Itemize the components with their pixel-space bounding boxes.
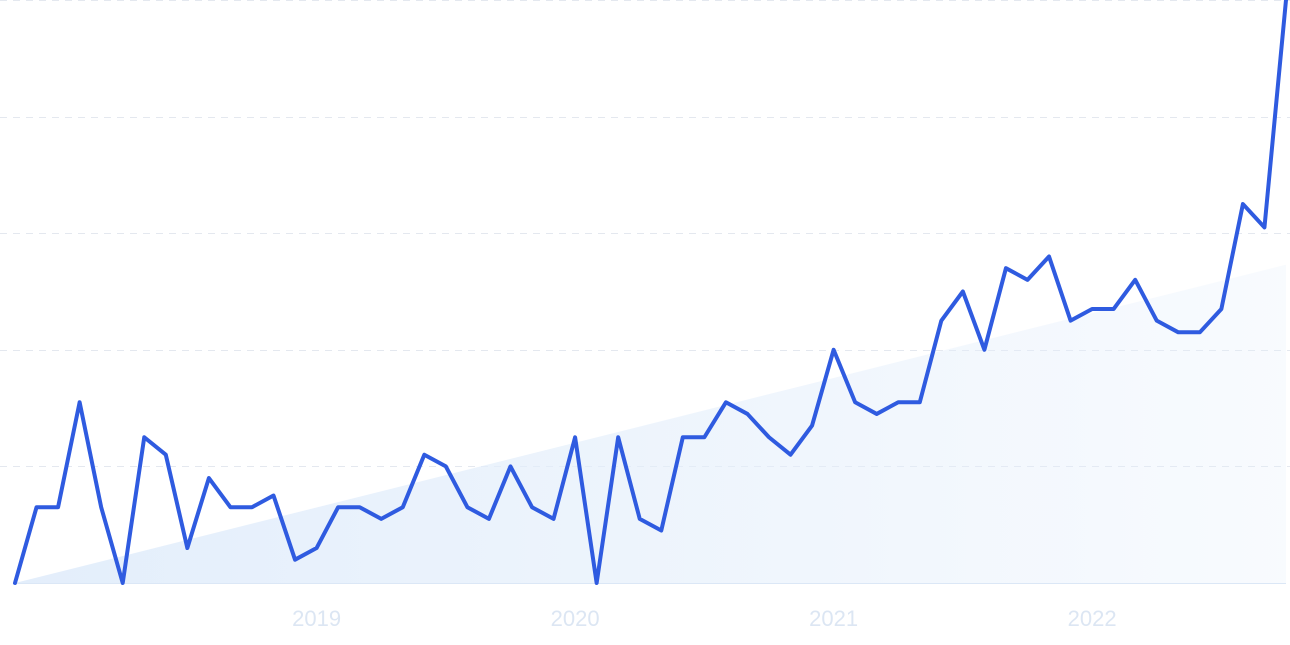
data-point: [121, 581, 125, 585]
x-tick-label-2019: 2019: [292, 606, 341, 631]
data-point: [164, 453, 168, 457]
data-point: [702, 435, 706, 439]
data-point: [1004, 266, 1008, 270]
x-tick-label-2022: 2022: [1068, 606, 1117, 631]
trend-area-layer: [15, 264, 1286, 583]
data-point: [832, 348, 836, 352]
data-point: [530, 505, 534, 509]
data-point: [789, 453, 793, 457]
data-point: [1047, 255, 1051, 259]
data-point: [272, 494, 276, 498]
data-point: [724, 400, 728, 404]
data-point: [1025, 278, 1029, 282]
data-point: [207, 476, 211, 480]
x-tick-label-2020: 2020: [551, 606, 600, 631]
data-point: [875, 412, 879, 416]
data-point: [422, 453, 426, 457]
data-point: [185, 546, 189, 550]
data-point: [767, 435, 771, 439]
data-point: [465, 505, 469, 509]
data-point: [745, 412, 749, 416]
data-point: [573, 435, 577, 439]
data-point: [1090, 307, 1094, 311]
data-point: [939, 319, 943, 323]
data-point: [1112, 307, 1116, 311]
data-point: [99, 505, 103, 509]
data-point: [228, 505, 232, 509]
grid-lines: [0, 0, 1290, 584]
data-point: [1176, 330, 1180, 334]
data-point: [250, 505, 254, 509]
data-point: [552, 517, 556, 521]
data-point: [379, 517, 383, 521]
data-point: [444, 464, 448, 468]
data-point: [810, 424, 814, 428]
data-point: [142, 435, 146, 439]
data-point: [918, 400, 922, 404]
data-point: [35, 505, 39, 509]
data-point: [961, 290, 965, 294]
data-point: [1241, 202, 1245, 206]
data-point: [401, 505, 405, 509]
data-point: [659, 529, 663, 533]
data-point: [595, 581, 599, 585]
data-point: [336, 505, 340, 509]
data-point: [358, 505, 362, 509]
data-point: [293, 558, 297, 562]
data-point: [616, 435, 620, 439]
data-point: [982, 348, 986, 352]
x-tick-label-2021: 2021: [809, 606, 858, 631]
data-point: [1155, 319, 1159, 323]
data-point: [13, 581, 17, 585]
data-point: [1069, 319, 1073, 323]
x-axis-labels: 20192020202120222023: [292, 606, 1117, 631]
data-point: [78, 400, 82, 404]
data-point: [56, 505, 60, 509]
series-line-layer: [13, 0, 1288, 585]
data-point: [681, 435, 685, 439]
series-line: [13, 0, 1288, 585]
data-point: [853, 400, 857, 404]
data-point: [508, 464, 512, 468]
data-point: [1262, 225, 1266, 229]
data-point: [896, 400, 900, 404]
data-point: [315, 546, 319, 550]
data-point: [487, 517, 491, 521]
data-point: [1133, 278, 1137, 282]
data-point: [1198, 330, 1202, 334]
trend-area: [15, 264, 1286, 583]
data-point: [638, 517, 642, 521]
data-point: [1219, 307, 1223, 311]
